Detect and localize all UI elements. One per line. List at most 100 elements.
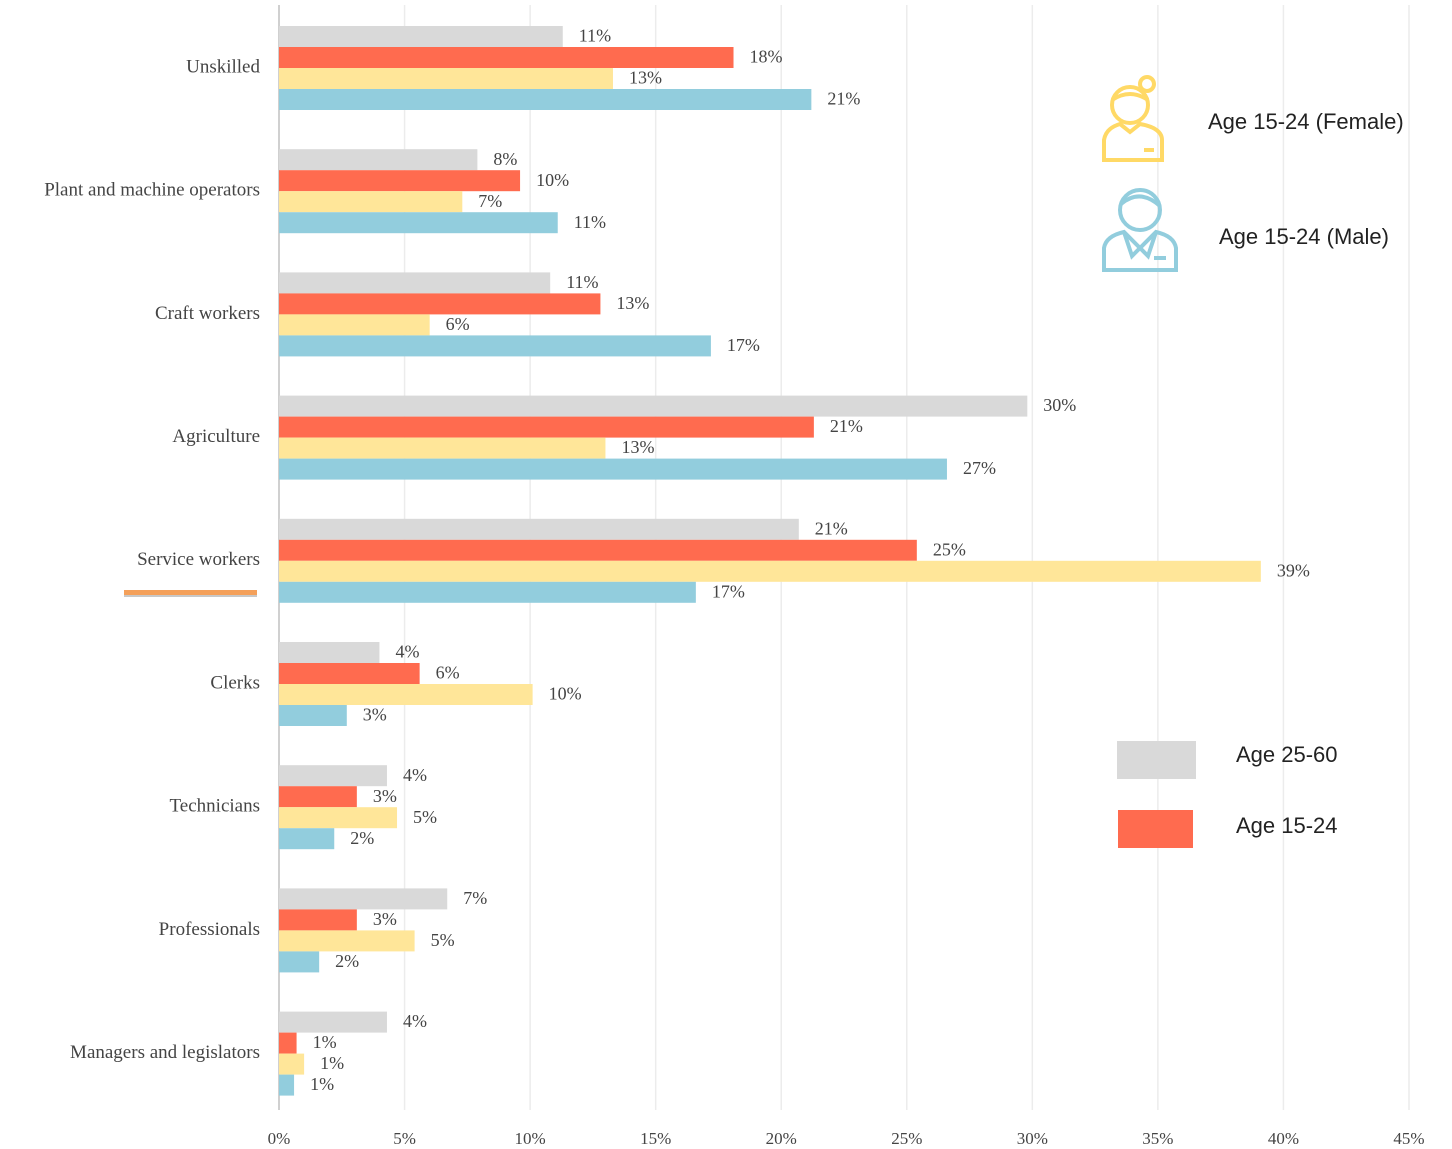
bar <box>279 1074 295 1096</box>
female-icon <box>1102 75 1164 162</box>
value-label: 21% <box>827 89 860 109</box>
highlight-shadow <box>124 595 257 597</box>
bar <box>279 395 1028 417</box>
y-tick-label: Technicians <box>170 796 260 817</box>
y-tick-label: Clerks <box>210 672 260 693</box>
bar <box>279 1011 387 1033</box>
value-label: 4% <box>403 765 427 785</box>
bar <box>279 314 430 336</box>
highlight-underline <box>124 590 257 595</box>
legend-swatch <box>1118 810 1193 848</box>
x-tick-label: 25% <box>891 1129 922 1148</box>
x-tick-label: 15% <box>640 1129 671 1148</box>
value-label: 39% <box>1277 560 1310 580</box>
bar <box>279 26 563 47</box>
value-label: 11% <box>574 212 606 232</box>
value-label: 10% <box>549 684 582 704</box>
legend-swatch <box>1117 741 1196 779</box>
value-label: 21% <box>815 518 848 538</box>
bar <box>279 149 478 171</box>
y-tick-label: Craft workers <box>155 303 260 324</box>
value-label: 27% <box>963 458 996 478</box>
x-tick-label: 30% <box>1017 1129 1048 1148</box>
bar <box>279 684 533 705</box>
bar <box>279 539 917 561</box>
bar <box>279 191 463 213</box>
bar <box>279 663 420 684</box>
value-label: 1% <box>310 1074 334 1094</box>
value-label: 6% <box>436 663 460 683</box>
value-label: 11% <box>579 26 611 46</box>
y-tick-label: Service workers <box>137 549 260 570</box>
value-label: 13% <box>621 437 654 457</box>
bar <box>279 170 521 192</box>
bar <box>279 335 711 357</box>
y-tick-label: Professionals <box>159 919 260 940</box>
x-tick-label: 20% <box>766 1129 797 1148</box>
bar <box>279 930 415 952</box>
value-label: 5% <box>413 807 437 827</box>
value-label: 10% <box>536 170 569 190</box>
x-tick-label: 45% <box>1393 1129 1424 1148</box>
bar <box>279 89 812 110</box>
legend-label: Age 15-24 (Male) <box>1219 224 1389 249</box>
value-label: 5% <box>431 930 455 950</box>
bar <box>279 272 551 294</box>
value-label: 8% <box>493 149 517 169</box>
bar <box>279 786 357 808</box>
value-label: 3% <box>373 786 397 806</box>
y-tick-label: Unskilled <box>186 56 260 77</box>
value-label: 30% <box>1043 395 1076 415</box>
value-label: 7% <box>463 888 487 908</box>
value-label: 7% <box>478 191 502 211</box>
bar <box>279 1032 297 1054</box>
value-label: 1% <box>313 1032 337 1052</box>
bar <box>279 1053 305 1075</box>
bar <box>279 560 1261 582</box>
bar <box>279 581 696 603</box>
bar <box>279 68 613 89</box>
bar <box>279 416 814 438</box>
y-tick-label: Plant and machine operators <box>44 180 260 201</box>
y-tick-label: Agriculture <box>172 426 260 447</box>
value-label: 4% <box>403 1011 427 1031</box>
legend-label: Age 15-24 (Female) <box>1208 109 1404 134</box>
value-label: 2% <box>335 951 359 971</box>
bar <box>279 888 448 910</box>
value-label: 13% <box>629 68 662 88</box>
value-label: 3% <box>373 909 397 929</box>
bar <box>279 642 380 663</box>
value-label: 6% <box>446 314 470 334</box>
bar <box>279 437 606 459</box>
x-tick-label: 35% <box>1142 1129 1173 1148</box>
x-tick-label: 40% <box>1268 1129 1299 1148</box>
bar <box>279 212 558 234</box>
plot: 0% 5% 10% 15% 20% 25% 30% 35% 40% 45% Unskilled 11%… <box>44 26 1424 1148</box>
x-tick-label: 0% <box>268 1129 291 1148</box>
value-label: 21% <box>830 416 863 436</box>
value-label: 4% <box>395 642 419 662</box>
value-label: 13% <box>616 293 649 313</box>
bar <box>279 705 347 726</box>
legend-label: Age 15-24 <box>1236 813 1338 838</box>
bar <box>279 458 947 480</box>
y-tick-label: Managers and legislators <box>70 1042 260 1063</box>
bar <box>279 47 734 68</box>
value-label: 2% <box>350 828 374 848</box>
value-label: 3% <box>363 705 387 725</box>
x-tick-label: 10% <box>515 1129 546 1148</box>
bar <box>279 807 398 829</box>
bar <box>279 909 357 931</box>
value-label: 17% <box>727 335 760 355</box>
bar <box>279 293 601 315</box>
bar <box>279 765 387 787</box>
legend-label: Age 25-60 <box>1236 742 1338 767</box>
male-icon <box>1102 188 1178 272</box>
bar <box>279 828 335 850</box>
bar <box>279 951 320 973</box>
value-label: 25% <box>933 539 966 559</box>
value-label: 17% <box>712 581 745 601</box>
x-tick-label: 5% <box>393 1129 416 1148</box>
bar <box>279 518 799 540</box>
